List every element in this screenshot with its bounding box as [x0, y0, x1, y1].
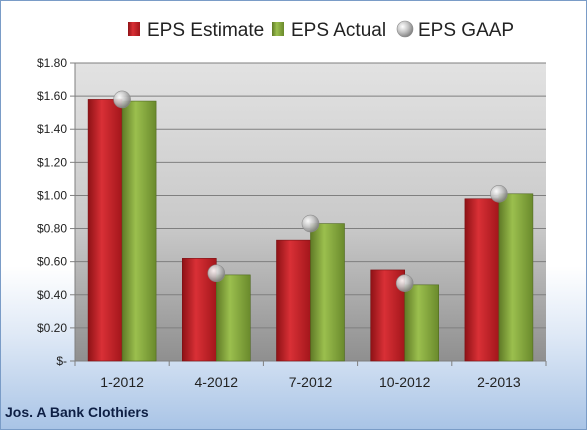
- point-eps-gaap: [207, 264, 226, 283]
- point-eps-gaap: [113, 90, 131, 109]
- company-name: Jos. A Bank Clothiers: [5, 404, 149, 420]
- legend-swatch: [396, 20, 414, 38]
- bar-eps-actual: [498, 193, 534, 362]
- y-tick-label: $0.80: [37, 222, 67, 236]
- legend-label: EPS Actual: [291, 20, 386, 41]
- point-eps-gaap: [301, 214, 320, 233]
- bar-eps-actual: [404, 284, 440, 362]
- legend-label: EPS GAAP: [418, 20, 514, 41]
- y-tick-label: $1.40: [37, 122, 67, 136]
- point-eps-gaap: [490, 184, 508, 203]
- x-category-label: 7-2012: [289, 374, 333, 390]
- legend-swatch: [272, 22, 284, 36]
- bar-eps-estimate: [87, 99, 123, 362]
- legend-eps-actual: EPS Actual: [272, 20, 386, 41]
- legend-swatch: [128, 22, 140, 36]
- bar-eps-actual: [310, 223, 345, 362]
- legend: EPS Estimate EPS Actual EPS GAAP: [128, 20, 514, 41]
- y-tick-label: $0.40: [37, 288, 67, 302]
- legend-label: EPS Estimate: [147, 20, 264, 41]
- y-tick-label: $1.60: [37, 89, 67, 103]
- bar-eps-estimate: [464, 198, 500, 362]
- legend-eps-estimate: EPS Estimate: [128, 20, 264, 41]
- y-tick-label: $1.20: [37, 155, 67, 169]
- x-category-label: 10-2012: [379, 374, 431, 390]
- y-tick-label: $-: [56, 354, 67, 368]
- point-eps-gaap: [395, 274, 414, 292]
- x-category-label: 2-2013: [477, 374, 521, 390]
- y-tick-label: $1.00: [37, 188, 67, 202]
- y-tick-label: $1.80: [37, 56, 67, 70]
- y-tick-label: $0.60: [37, 255, 67, 269]
- bar-eps-actual: [216, 274, 251, 362]
- x-category-label: 1-2012: [100, 374, 144, 390]
- bar-eps-actual: [121, 100, 157, 362]
- legend-eps-gaap: EPS GAAP: [396, 20, 514, 41]
- x-category-label: 4-2012: [195, 374, 239, 390]
- plot-area: $- $0.20 $0.40 $0.60 $0.80 $1.00 $1.20 $1.40 $1.…: [37, 56, 547, 390]
- y-tick-label: $0.20: [37, 321, 67, 335]
- bar-eps-estimate: [276, 239, 311, 362]
